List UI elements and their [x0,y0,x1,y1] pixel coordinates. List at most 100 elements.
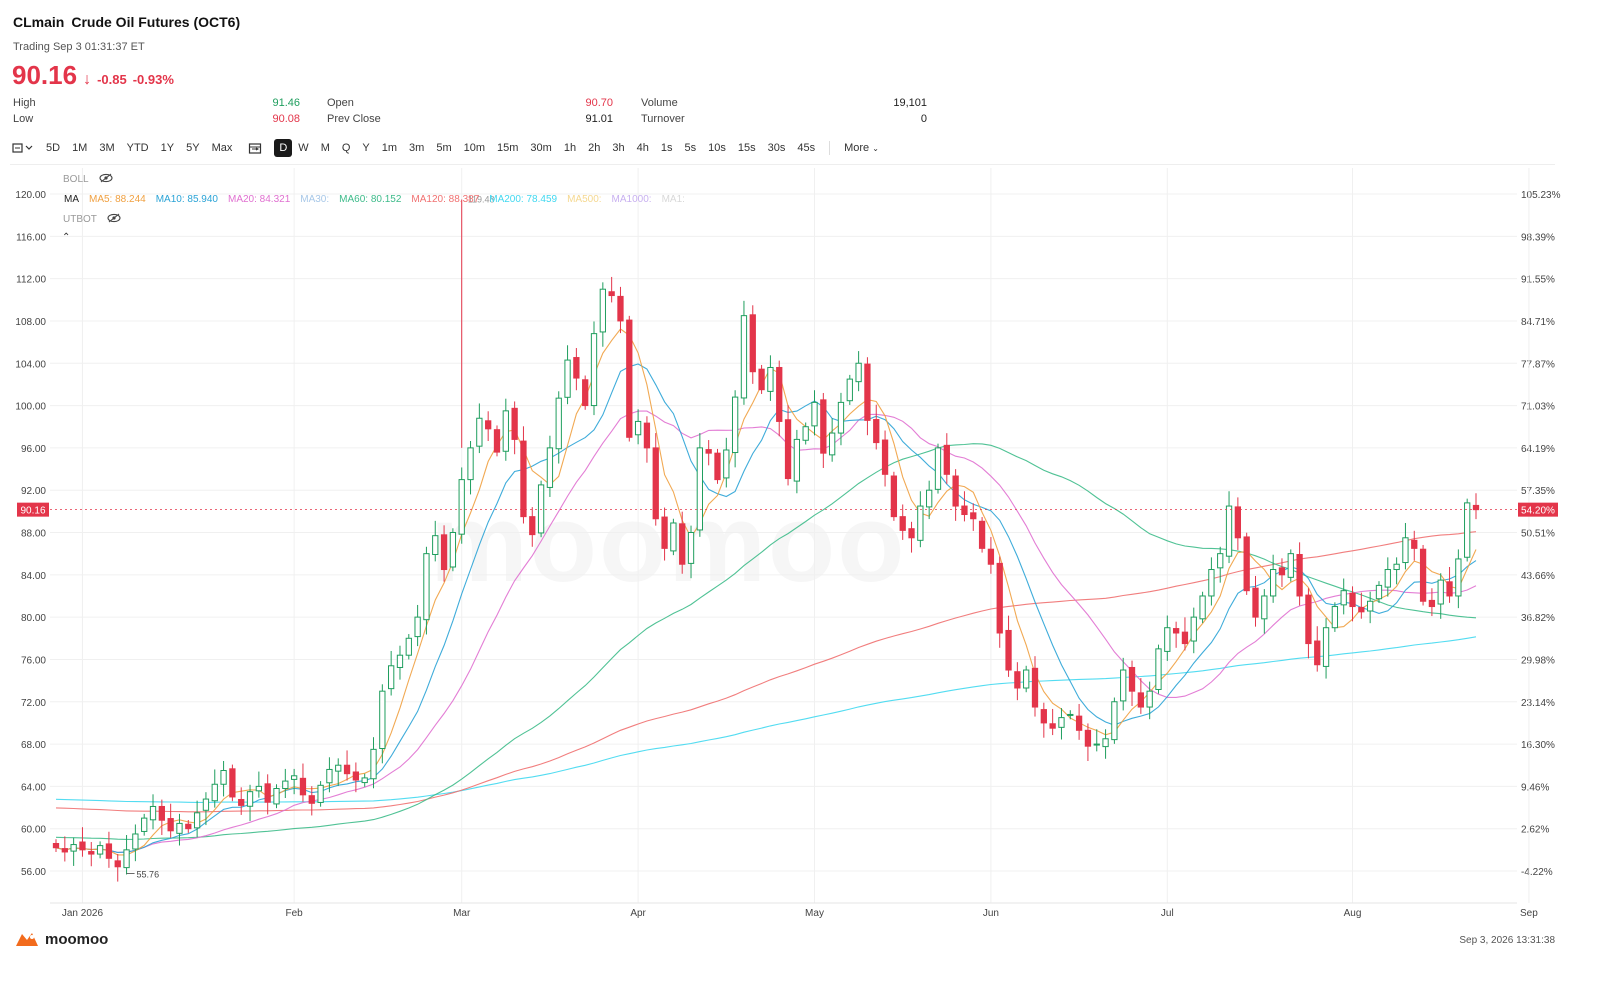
candle-body[interactable] [1164,627,1171,652]
candle-body[interactable] [370,748,377,780]
candle-body[interactable] [1331,606,1339,629]
candle-body[interactable] [714,452,721,481]
candle-body[interactable] [546,447,554,488]
candle-body[interactable] [626,319,633,438]
candle-body[interactable] [493,429,501,453]
candle-body[interactable] [1287,553,1294,578]
candle-body[interactable] [246,791,254,807]
range-button[interactable]: 5Y [186,142,200,154]
eye-off-icon[interactable] [99,173,113,186]
candle-body[interactable] [1075,715,1083,731]
candle-body[interactable] [273,787,280,805]
candle-body[interactable] [1428,599,1436,608]
candle-body[interactable] [555,397,562,450]
candle-body[interactable] [802,426,809,441]
period-button[interactable]: 30m [530,142,552,154]
candle-body[interactable] [132,833,139,850]
candle-body[interactable] [529,516,536,536]
period-button[interactable]: 5s [684,142,697,154]
candle-body[interactable] [193,812,201,829]
candle-body[interactable] [114,860,121,868]
candle-body[interactable] [229,768,236,798]
candle-body[interactable] [88,851,95,855]
candle-body[interactable] [1172,628,1180,634]
candle-body[interactable] [1269,569,1277,597]
period-button[interactable]: 1m [381,142,398,154]
candle-body[interactable] [1031,667,1039,708]
candle-body[interactable] [326,768,333,784]
candle-body[interactable] [176,822,183,834]
candle-body[interactable] [352,771,360,781]
candle-body[interactable] [423,553,430,621]
candle-body[interactable] [96,845,104,855]
candle-body[interactable] [873,419,880,444]
candle-body[interactable] [1358,606,1365,613]
period-button[interactable]: 15m [497,142,519,154]
candle-body[interactable] [1190,616,1197,642]
candle-body[interactable] [996,562,1003,634]
candle-body[interactable] [952,475,959,507]
period-button[interactable]: D [274,139,293,157]
candle-body[interactable] [1367,600,1374,612]
range-button[interactable]: 3M [99,142,115,154]
candle-body[interactable] [1084,729,1092,747]
candle-body[interactable] [1278,567,1286,576]
period-button[interactable]: 10s [708,142,726,154]
candle-body[interactable] [731,396,739,454]
candle-body[interactable] [608,291,615,297]
candle-body[interactable] [1067,713,1074,716]
candle-body[interactable] [599,288,606,333]
period-button[interactable]: Y [362,142,370,154]
candle-body[interactable] [784,419,792,480]
candle-body[interactable] [829,432,836,456]
candle-body[interactable] [926,489,933,508]
candle-body[interactable] [1217,553,1224,569]
candle-body[interactable] [1261,595,1268,620]
candle-body[interactable] [290,775,298,780]
candle-body[interactable] [881,439,889,475]
candle-body[interactable] [1322,627,1330,667]
candle-body[interactable] [1393,563,1400,571]
candle-body[interactable] [661,516,668,549]
candle-body[interactable] [908,528,915,539]
candle-body[interactable] [149,805,157,821]
collapse-button[interactable]: ⌃ [62,232,70,243]
candle-body[interactable] [1464,502,1471,558]
period-button[interactable]: 4h [636,142,649,154]
candle-body[interactable] [1146,690,1153,708]
candle-body[interactable] [264,783,271,803]
range-button[interactable]: Max [211,142,233,154]
candle-body[interactable] [652,447,659,520]
candle-body[interactable] [185,823,192,830]
calendar-icon[interactable] [242,142,268,154]
candle-body[interactable] [696,447,703,531]
candle-body[interactable] [1199,595,1206,620]
candle-body[interactable] [476,417,483,447]
candle-body[interactable] [776,366,783,422]
range-button[interactable]: YTD [126,142,149,154]
candle-body[interactable] [617,295,624,322]
candle-body[interactable] [1252,587,1259,618]
range-button[interactable]: 1Y [160,142,175,154]
candle-body[interactable] [1375,584,1383,600]
candle-body[interactable] [820,399,827,454]
candle-body[interactable] [793,438,801,482]
candle-body[interactable] [141,817,148,832]
candle-body[interactable] [1446,581,1453,597]
candle-body[interactable] [440,534,448,571]
candle-body[interactable] [1040,709,1047,724]
candle-body[interactable] [520,440,527,518]
candle-body[interactable] [61,848,68,853]
eye-off-icon[interactable] [107,213,121,226]
candle-body[interactable] [1181,631,1189,645]
candle-body[interactable] [582,379,589,407]
candle-body[interactable] [1243,536,1250,592]
candle-body[interactable] [158,805,165,821]
candle-body[interactable] [740,315,748,399]
candle-body[interactable] [1049,723,1056,729]
candle-body[interactable] [1128,666,1136,692]
more-button[interactable]: More ⌄ [838,139,885,157]
candle-body[interactable] [634,420,642,436]
candle-body[interactable] [564,359,571,398]
candle-body[interactable] [1234,506,1242,539]
